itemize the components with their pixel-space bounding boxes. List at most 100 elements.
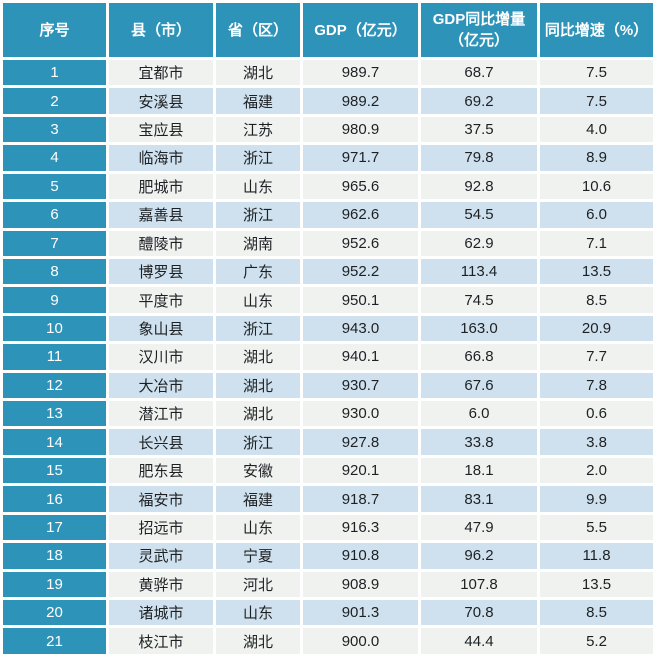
column-header-gdp: GDP（亿元）: [303, 3, 418, 57]
cell-gdp: 918.7: [303, 486, 418, 512]
cell-gdp: 927.8: [303, 429, 418, 455]
cell-county: 诸城市: [109, 600, 213, 626]
cell-growth-rate: 7.5: [540, 60, 653, 86]
cell-gdp: 901.3: [303, 600, 418, 626]
cell-county: 醴陵市: [109, 230, 213, 256]
table-row: 4 临海市 浙江 971.7 79.8 8.9: [3, 145, 653, 171]
cell-county: 宜都市: [109, 60, 213, 86]
cell-growth-rate: 4.0: [540, 116, 653, 143]
table-row: 18 灵武市 宁夏 910.8 96.2 11.8: [3, 543, 653, 569]
cell-gdp-increase: 96.2: [421, 543, 537, 569]
cell-gdp-increase: 33.8: [421, 429, 537, 455]
cell-province: 浙江: [216, 202, 300, 228]
cell-gdp-increase: 6.0: [421, 401, 537, 427]
cell-rank: 12: [3, 372, 106, 399]
cell-province: 山东: [216, 287, 300, 313]
cell-gdp: 989.2: [303, 88, 418, 114]
column-header-growth-rate: 同比增速（%）: [540, 3, 653, 57]
cell-gdp-increase: 70.8: [421, 600, 537, 626]
table-row: 1 宜都市 湖北 989.7 68.7 7.5: [3, 60, 653, 86]
cell-county: 博罗县: [109, 258, 213, 285]
cell-rank: 11: [3, 344, 106, 370]
cell-gdp-increase: 69.2: [421, 88, 537, 114]
cell-rank: 9: [3, 287, 106, 313]
cell-province: 福建: [216, 486, 300, 512]
cell-growth-rate: 8.5: [540, 287, 653, 313]
table-row: 16 福安市 福建 918.7 83.1 9.9: [3, 486, 653, 512]
table-row: 15 肥东县 安徽 920.1 18.1 2.0: [3, 457, 653, 484]
table-row: 3 宝应县 江苏 980.9 37.5 4.0: [3, 116, 653, 143]
cell-gdp: 952.6: [303, 230, 418, 256]
cell-growth-rate: 6.0: [540, 202, 653, 228]
cell-province: 宁夏: [216, 543, 300, 569]
cell-rank: 3: [3, 116, 106, 143]
cell-rank: 2: [3, 88, 106, 114]
header-row: 序号 县（市） 省（区） GDP（亿元） GDP同比增量（亿元） 同比增速（%）: [3, 3, 653, 57]
cell-gdp: 971.7: [303, 145, 418, 171]
table-row: 10 象山县 浙江 943.0 163.0 20.9: [3, 315, 653, 342]
cell-province: 山东: [216, 514, 300, 541]
cell-province: 安徽: [216, 457, 300, 484]
cell-rank: 19: [3, 571, 106, 598]
cell-province: 浙江: [216, 315, 300, 342]
cell-growth-rate: 10.6: [540, 173, 653, 200]
column-header-county: 县（市）: [109, 3, 213, 57]
cell-gdp: 920.1: [303, 457, 418, 484]
column-header-gdp-increase: GDP同比增量（亿元）: [421, 3, 537, 57]
table-body: 1 宜都市 湖北 989.7 68.7 7.5 2 安溪县 福建 989.2 69.2 7.5 3 宝应县…: [3, 60, 653, 654]
cell-county: 宝应县: [109, 116, 213, 143]
cell-gdp: 962.6: [303, 202, 418, 228]
cell-gdp: 916.3: [303, 514, 418, 541]
cell-rank: 10: [3, 315, 106, 342]
cell-gdp-increase: 37.5: [421, 116, 537, 143]
cell-gdp: 910.8: [303, 543, 418, 569]
column-header-rank: 序号: [3, 3, 106, 57]
cell-gdp-increase: 47.9: [421, 514, 537, 541]
cell-growth-rate: 0.6: [540, 401, 653, 427]
cell-gdp: 980.9: [303, 116, 418, 143]
cell-province: 浙江: [216, 429, 300, 455]
cell-province: 湖北: [216, 372, 300, 399]
cell-growth-rate: 3.8: [540, 429, 653, 455]
cell-province: 湖北: [216, 60, 300, 86]
cell-county: 临海市: [109, 145, 213, 171]
cell-growth-rate: 8.5: [540, 600, 653, 626]
cell-gdp: 952.2: [303, 258, 418, 285]
cell-growth-rate: 7.8: [540, 372, 653, 399]
cell-county: 枝江市: [109, 628, 213, 654]
cell-rank: 13: [3, 401, 106, 427]
cell-growth-rate: 20.9: [540, 315, 653, 342]
cell-rank: 17: [3, 514, 106, 541]
cell-growth-rate: 7.7: [540, 344, 653, 370]
cell-county: 灵武市: [109, 543, 213, 569]
cell-gdp-increase: 113.4: [421, 258, 537, 285]
table-row: 21 枝江市 湖北 900.0 44.4 5.2: [3, 628, 653, 654]
cell-gdp-increase: 107.8: [421, 571, 537, 598]
cell-county: 安溪县: [109, 88, 213, 114]
cell-province: 江苏: [216, 116, 300, 143]
cell-gdp: 908.9: [303, 571, 418, 598]
cell-gdp-increase: 18.1: [421, 457, 537, 484]
cell-county: 招远市: [109, 514, 213, 541]
cell-gdp-increase: 62.9: [421, 230, 537, 256]
table-row: 17 招远市 山东 916.3 47.9 5.5: [3, 514, 653, 541]
cell-growth-rate: 8.9: [540, 145, 653, 171]
table-row: 20 诸城市 山东 901.3 70.8 8.5: [3, 600, 653, 626]
cell-rank: 1: [3, 60, 106, 86]
cell-gdp: 950.1: [303, 287, 418, 313]
cell-growth-rate: 13.5: [540, 571, 653, 598]
cell-growth-rate: 5.5: [540, 514, 653, 541]
cell-growth-rate: 7.1: [540, 230, 653, 256]
cell-county: 长兴县: [109, 429, 213, 455]
cell-growth-rate: 7.5: [540, 88, 653, 114]
cell-province: 湖北: [216, 628, 300, 654]
cell-gdp-increase: 79.8: [421, 145, 537, 171]
table-row: 5 肥城市 山东 965.6 92.8 10.6: [3, 173, 653, 200]
table-row: 11 汉川市 湖北 940.1 66.8 7.7: [3, 344, 653, 370]
column-header-province: 省（区）: [216, 3, 300, 57]
cell-gdp: 930.0: [303, 401, 418, 427]
cell-rank: 21: [3, 628, 106, 654]
cell-rank: 15: [3, 457, 106, 484]
cell-gdp: 965.6: [303, 173, 418, 200]
